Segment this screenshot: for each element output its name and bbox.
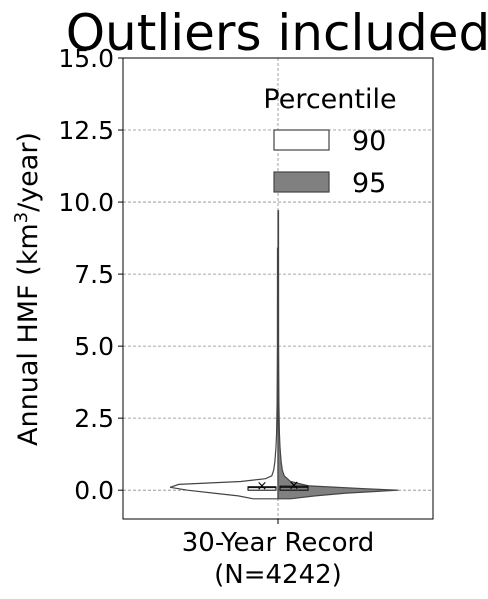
- y-tick-label: 5.0: [74, 332, 114, 361]
- y-axis-label-tail: /year): [13, 132, 44, 212]
- y-axis-ticks: 0.0 2.5 5.0 7.5 10.0 12.5 15.0: [58, 44, 123, 505]
- y-axis-label-main: Annual HMF (km: [13, 223, 44, 446]
- violin-series: [169, 210, 399, 500]
- y-tick-label: 10.0: [58, 188, 114, 217]
- box-90: [247, 486, 277, 491]
- legend: Percentile 90 95: [263, 84, 396, 199]
- legend-title: Percentile: [263, 84, 396, 115]
- y-axis-label: Annual HMF (km3/year): [11, 132, 44, 446]
- legend-swatch-90: [273, 129, 330, 151]
- y-tick-label: 15.0: [58, 44, 114, 73]
- violin-half-95: [277, 210, 399, 500]
- legend-swatch-95: [273, 171, 330, 193]
- chart-title: Outliers included: [66, 4, 488, 62]
- x-tick-label: (N=4242): [214, 560, 342, 590]
- y-tick-label: 0.0: [74, 476, 114, 505]
- mean-marker-95: ×: [289, 478, 300, 493]
- y-axis-label-superscript: 3: [11, 212, 32, 223]
- y-tick-label: 12.5: [58, 116, 114, 145]
- box-plots: × ×: [247, 478, 309, 494]
- legend-label-90: 90: [352, 126, 386, 157]
- x-axis-ticks: 30-Year Record(N=4242): [182, 519, 375, 590]
- legend-label-95: 95: [352, 168, 386, 199]
- mean-marker-90: ×: [257, 479, 268, 494]
- x-tick-label: 30-Year Record: [182, 528, 375, 558]
- box-95: [279, 485, 309, 491]
- y-tick-label: 7.5: [74, 260, 114, 289]
- y-tick-label: 2.5: [74, 404, 114, 433]
